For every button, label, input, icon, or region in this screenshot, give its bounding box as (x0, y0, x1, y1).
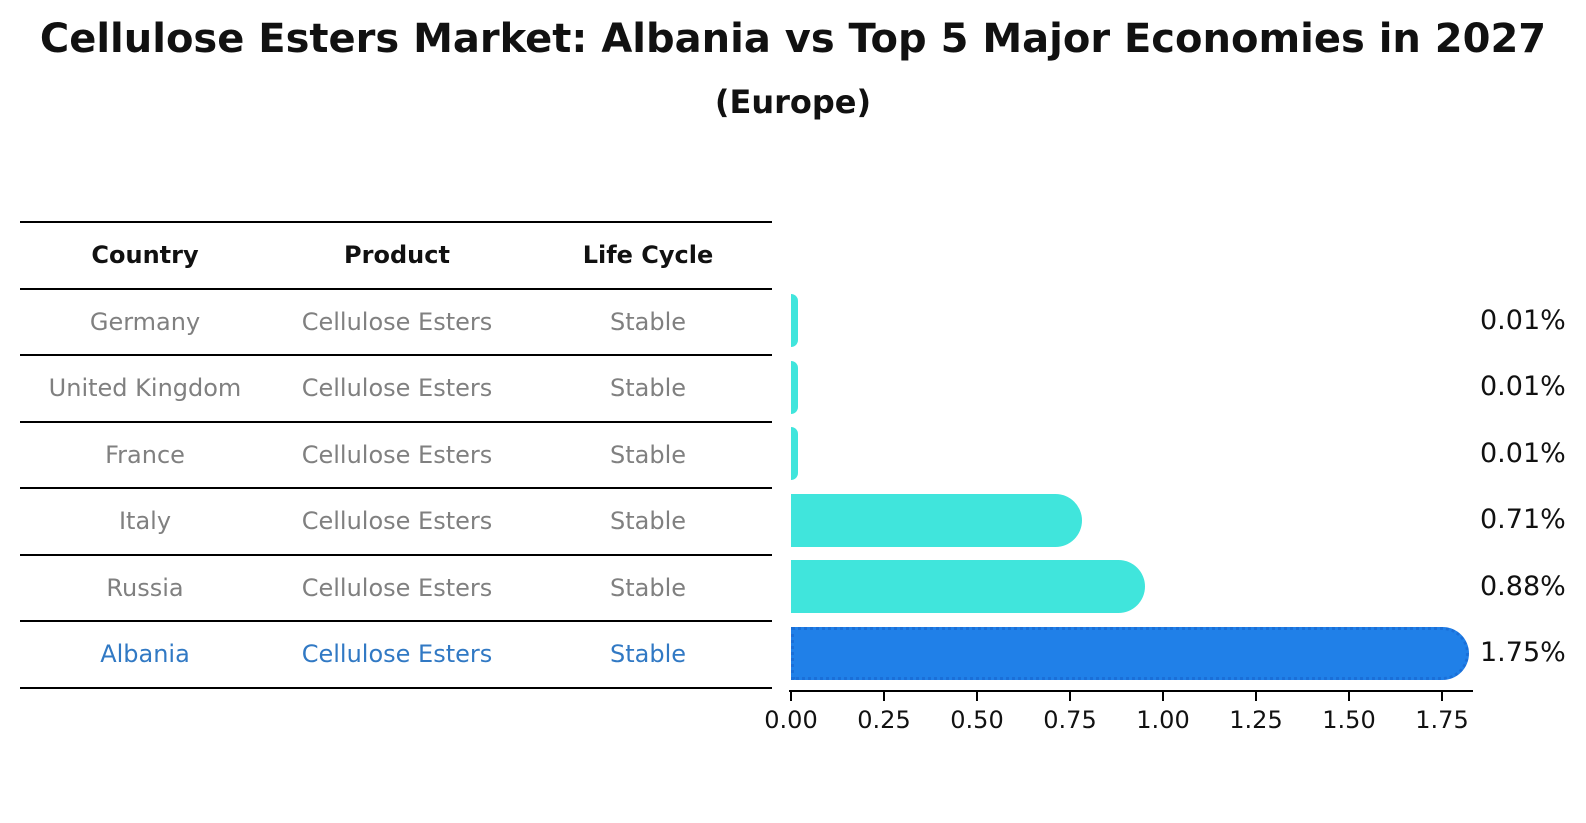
table-cell: Cellulose Esters (301, 573, 493, 602)
value-label: 0.01% (1480, 437, 1566, 469)
table-cell: Italy (118, 507, 172, 536)
table-cell: Cellulose Esters (301, 374, 493, 403)
table-cell: Product (344, 241, 450, 270)
value-label: 1.75% (1480, 637, 1566, 669)
bar-russia (791, 560, 1145, 614)
x-axis-tick-label: 0.75 (1043, 706, 1097, 734)
table-row: Italy Cellulose Esters Stable (20, 487, 772, 554)
table-cell: United Kingdom (48, 374, 242, 403)
bar-albania (791, 626, 1469, 680)
table-cell: Germany (89, 307, 201, 336)
bar-italy (791, 493, 1082, 547)
table-cell: Cellulose Esters (301, 440, 493, 469)
table-cell: Albania (100, 640, 190, 669)
table-row: Albania Cellulose Esters Stable (20, 620, 772, 687)
table-cell: Cellulose Esters (301, 640, 493, 669)
table-cell: Stable (609, 573, 687, 602)
x-axis-tick-label: 1.00 (1136, 706, 1190, 734)
chart-title: Cellulose Esters Market: Albania vs Top … (39, 16, 1547, 62)
table-header-row: Country Product Life Cycle (20, 221, 772, 288)
x-axis-tick-label: 0.25 (857, 706, 911, 734)
x-axis-tick (1162, 692, 1164, 701)
value-label: 0.71% (1480, 504, 1566, 536)
table-cell: Russia (106, 573, 184, 602)
bar-germany (791, 294, 799, 348)
x-axis-tick (790, 692, 792, 701)
value-label: 0.01% (1480, 371, 1566, 403)
value-label: 0.01% (1480, 304, 1566, 336)
table-row: Germany Cellulose Esters Stable (20, 287, 772, 355)
table-cell: Stable (609, 507, 687, 536)
x-axis-tick-label: 0.50 (950, 706, 1004, 734)
value-label: 0.88% (1480, 570, 1566, 602)
table-cell: Cellulose Esters (301, 507, 493, 536)
bar-united-kingdom (791, 360, 799, 414)
table-cell: Stable (609, 307, 687, 336)
table-row: Russia Cellulose Esters Stable (20, 553, 772, 621)
x-axis-line (789, 690, 1473, 692)
x-axis-tick (883, 692, 885, 701)
table-cell: Stable (609, 374, 687, 403)
x-axis-tick (1255, 692, 1257, 701)
table-row: France Cellulose Esters Stable (20, 420, 772, 488)
table-cell: France (105, 440, 185, 469)
x-axis-tick (1069, 692, 1071, 701)
x-axis-tick (1348, 692, 1350, 701)
x-axis-tick-label: 0.00 (764, 706, 818, 734)
chart-subtitle: (Europe) (714, 83, 872, 121)
x-axis-tick-label: 1.75 (1415, 706, 1469, 734)
x-axis-tick-label: 1.50 (1322, 706, 1376, 734)
x-axis-tick (1441, 692, 1443, 701)
country-table: Country Product Life Cycle Germany Cellulose… (20, 221, 772, 689)
bar-france (791, 427, 799, 481)
table-cell: Life Cycle (582, 241, 714, 270)
table-row: United Kingdom Cellulose Esters Stable (20, 354, 772, 421)
table-cell: Cellulose Esters (301, 307, 493, 336)
table-cell: Country (91, 241, 199, 270)
x-axis-tick-label: 1.25 (1229, 706, 1283, 734)
table-cell: Stable (609, 440, 687, 469)
x-axis-tick (976, 692, 978, 701)
table-cell: Stable (609, 640, 687, 669)
